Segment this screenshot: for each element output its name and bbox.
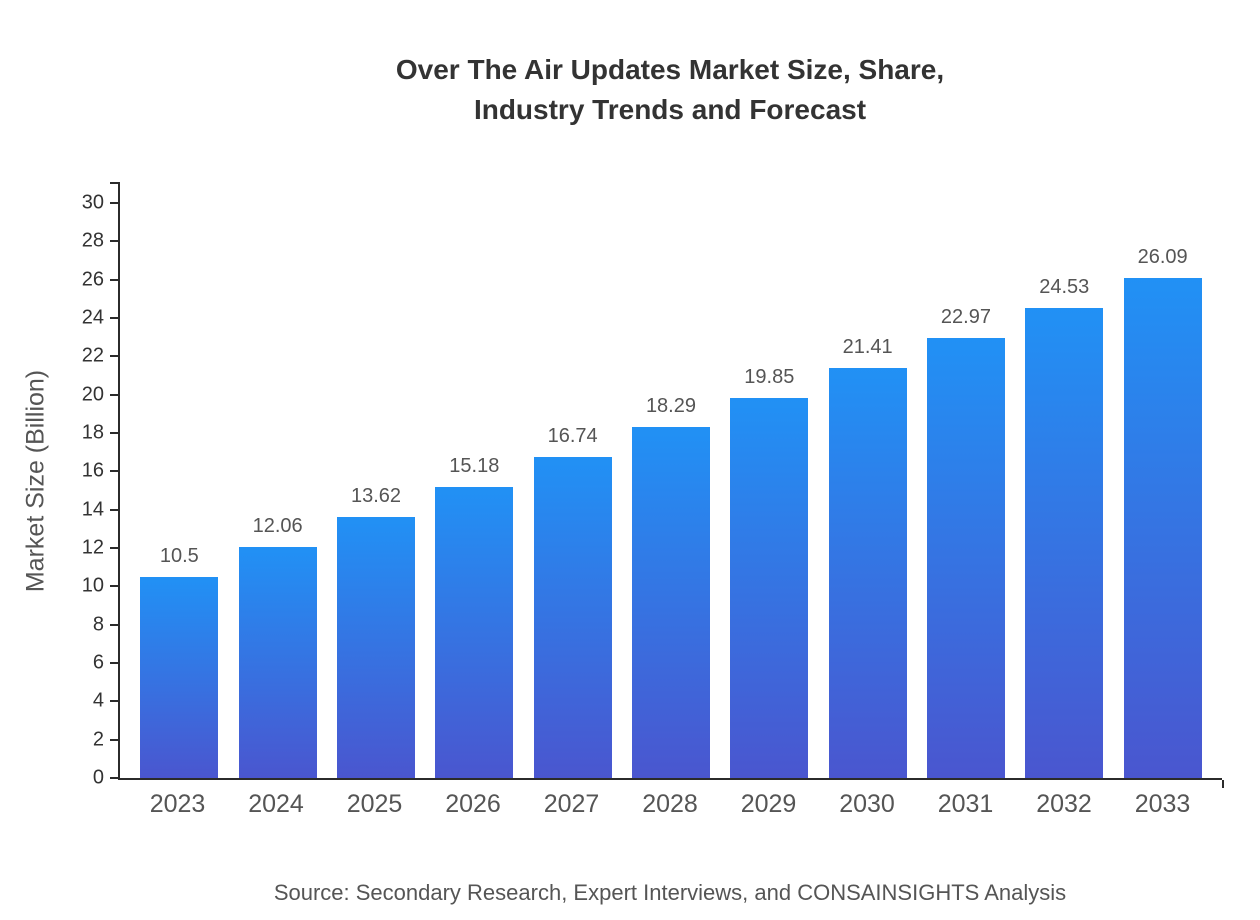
y-tick [110, 547, 118, 549]
bar-2026: 15.18 [435, 455, 514, 778]
bar-value-label: 13.62 [350, 484, 402, 507]
y-tick-label: 8 [92, 613, 104, 636]
x-tick-label: 2023 [149, 790, 206, 818]
y-tick-label: 16 [81, 459, 104, 482]
bar-2031: 22.97 [926, 306, 1005, 778]
plot-area: 10.5 12.06 13.62 15.18 16.74 18.29 19.85 21.41 2… [82, 182, 1224, 789]
bar-value-label: 16.74 [547, 425, 598, 448]
bar-2027: 16.74 [533, 425, 612, 778]
y-tick-label: 26 [81, 268, 104, 291]
x-axis-labels: 2023 2024 2025 2026 2027 2028 2029 2030 2031 2032… [118, 790, 1222, 819]
y-tick-label: 14 [81, 498, 104, 521]
y-tick-label: 28 [81, 229, 104, 252]
y-tick [110, 585, 118, 588]
bar-value-label: 19.85 [744, 365, 795, 388]
y-tick-label: 30 [81, 191, 104, 214]
y-tick-label: 18 [81, 421, 104, 444]
bar-value-label: 12.06 [252, 514, 303, 537]
bar-value-label: 22.97 [940, 305, 991, 328]
bar-value-label: 26.09 [1137, 245, 1188, 268]
y-axis-end-tick [110, 182, 118, 184]
chart-title-line1: Over The Air Updates Market Size, Share, [395, 54, 945, 85]
y-tick [110, 470, 118, 473]
x-tick-label: 2024 [248, 790, 304, 818]
x-tick-label: 2026 [445, 790, 501, 818]
x-tick-label: 2032 [1036, 790, 1092, 818]
source-note: Source: Secondary Research, Expert Inter… [273, 880, 1067, 905]
y-tick-label: 24 [81, 306, 104, 329]
y-tick-label: 4 [92, 689, 104, 712]
x-tick-label: 2027 [543, 790, 600, 818]
y-tick-label: 2 [92, 728, 104, 751]
y-tick [110, 777, 118, 779]
y-tick [110, 240, 118, 243]
x-tick-label: 2029 [740, 790, 797, 818]
y-tick-label: 20 [81, 383, 104, 406]
x-axis-end-tick [1222, 780, 1224, 788]
y-tick [110, 202, 118, 204]
bar-value-label: 15.18 [449, 455, 500, 478]
y-tick-label: 10 [81, 574, 104, 597]
y-tick [110, 508, 118, 511]
y-tick [110, 355, 118, 358]
y-tick [110, 278, 118, 281]
y-axis-title: Market Size (Billion) [21, 369, 50, 593]
bars-container: 10.5 12.06 13.62 15.18 16.74 18.29 19.85 21.41 2… [120, 182, 1222, 778]
chart-title: Over The Air Updates Market Size, Share,… [118, 50, 1222, 130]
x-tick-label: 2025 [346, 790, 403, 818]
y-tick [110, 432, 118, 434]
x-tick-label: 2030 [839, 790, 895, 818]
y-tick [110, 317, 118, 319]
bar-2025: 13.62 [336, 485, 415, 778]
bar-value-label: 21.41 [842, 335, 893, 358]
chart-title-line2: Industry Trends and Forecast [473, 93, 867, 125]
y-tick-label: 12 [81, 536, 104, 559]
x-tick-label: 2031 [937, 790, 994, 818]
bar-2023: 10.5 [140, 545, 219, 778]
x-tick-label: 2028 [642, 790, 698, 818]
x-tick-label: 2033 [1134, 790, 1191, 818]
bar-2032: 24.53 [1025, 276, 1104, 778]
y-tick [110, 623, 118, 626]
y-tick [110, 393, 118, 396]
bar-value-label: 24.53 [1039, 275, 1090, 298]
bar-2030: 21.41 [828, 336, 907, 778]
y-tick-label: 0 [92, 766, 104, 789]
bar-2033: 26.09 [1123, 246, 1202, 778]
y-tick [110, 738, 118, 741]
bar-2028: 18.29 [631, 395, 710, 778]
y-tick [110, 662, 118, 664]
bar-value-label: 18.29 [645, 395, 696, 418]
bar-2029: 19.85 [730, 366, 809, 778]
y-tick [110, 700, 118, 703]
bar-2024: 12.06 [238, 515, 317, 778]
bar-value-label: 10.5 [159, 544, 199, 567]
y-tick-label: 6 [92, 651, 104, 674]
y-tick-label: 22 [81, 344, 104, 367]
